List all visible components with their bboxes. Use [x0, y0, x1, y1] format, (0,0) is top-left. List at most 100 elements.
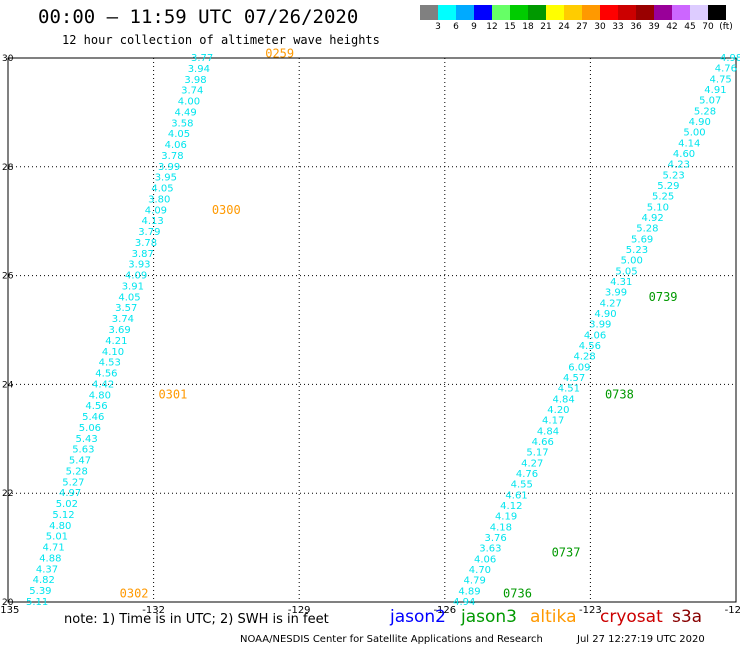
colorbar-label: 21 — [540, 22, 552, 32]
jason3-swh-value: 4.23 — [668, 160, 690, 171]
altika-swh-value: 4.05 — [168, 129, 190, 140]
jason3-swh-value: 4.90 — [594, 309, 616, 320]
legend-altika: altika — [530, 607, 577, 627]
x-tick-label: -135 — [0, 605, 19, 616]
colorbar-label: 24 — [558, 22, 570, 32]
altika-swh-value: 5.46 — [82, 412, 104, 423]
colorbar-swatch — [528, 5, 546, 20]
colorbar-label: 36 — [630, 22, 642, 32]
jason3-swh-value: 5.69 — [631, 234, 653, 245]
jason3-swh-value: 4.12 — [500, 501, 522, 512]
x-tick-label: -123 — [579, 605, 602, 616]
generated-timestamp: Jul 27 12:27:19 UTC 2020 — [577, 634, 705, 645]
altika-swh-value: 5.43 — [75, 434, 97, 445]
altika-swh-value: 4.06 — [165, 140, 187, 151]
altika-swh-value: 4.80 — [49, 521, 71, 532]
colorbar-swatch — [510, 5, 528, 20]
colorbar-label: 6 — [453, 22, 459, 32]
legend-jason3: jason3 — [461, 607, 517, 627]
jason3-time-label: 0737 — [552, 545, 581, 559]
altika-swh-value: 3.57 — [115, 303, 137, 314]
jason3-swh-value: 5.07 — [699, 96, 721, 107]
colorbar-swatch — [654, 5, 672, 20]
jason3-swh-value: 4.70 — [469, 565, 491, 576]
y-tick-label: 22 — [2, 489, 13, 499]
altika-swh-value: 5.12 — [52, 510, 74, 521]
jason3-swh-value: 4.55 — [511, 480, 533, 491]
x-tick-label: -120 — [725, 605, 740, 616]
altika-time-label: 0259 — [265, 47, 294, 61]
jason3-swh-value: 4.51 — [558, 384, 580, 395]
altika-swh-value: 4.13 — [141, 216, 163, 227]
altika-swh-value: 4.49 — [174, 107, 196, 118]
colorbar-swatch — [672, 5, 690, 20]
legend-cryosat: cryosat — [600, 607, 663, 627]
jason3-swh-value: 5.17 — [526, 448, 548, 459]
colorbar-label: 27 — [576, 22, 588, 32]
jason3-swh-value: 5.29 — [657, 181, 679, 192]
altika-swh-value: 5.39 — [29, 586, 51, 597]
jason3-swh-value: 4.17 — [542, 416, 564, 427]
altika-swh-value: 5.63 — [72, 445, 94, 456]
jason3-swh-value: 4.20 — [547, 405, 569, 416]
altika-swh-value: 3.77 — [191, 53, 213, 64]
colorbar-label: 15 — [504, 22, 516, 32]
colorbar-swatch — [420, 5, 438, 20]
jason3-swh-value: 4.79 — [464, 576, 486, 587]
altika-swh-value: 4.05 — [118, 292, 140, 303]
altika-swh-value: 4.71 — [42, 543, 64, 554]
jason3-swh-value: 4.56 — [579, 341, 601, 352]
altika-swh-value: 3.78 — [135, 238, 157, 249]
jason3-swh-value: 4.84 — [553, 394, 575, 405]
jason3-swh-value: 5.05 — [615, 266, 637, 277]
altika-swh-value: 5.47 — [69, 456, 91, 467]
jason3-swh-value: 5.10 — [647, 202, 669, 213]
jason3-time-label: 0736 — [503, 586, 532, 600]
colorbar-swatch — [456, 5, 474, 20]
altika-swh-value: 4.00 — [178, 97, 200, 108]
altika-swh-value: 4.42 — [92, 379, 114, 390]
altika-swh-value: 3.95 — [155, 173, 177, 184]
jason3-swh-value: 4.57 — [563, 373, 585, 384]
jason3-swh-value: 4.76 — [715, 64, 737, 75]
jason3-swh-value: 5.28 — [694, 106, 716, 117]
jason3-swh-value: 4.91 — [704, 85, 726, 96]
colorbar-label: 45 — [684, 22, 696, 32]
altika-swh-value: 5.01 — [46, 532, 68, 543]
colorbar-label: 18 — [522, 22, 534, 32]
altika-swh-value: 5.27 — [62, 477, 84, 488]
colorbar-swatch — [564, 5, 582, 20]
altika-swh-value: 3.99 — [158, 162, 180, 173]
altika-swh-value: 4.05 — [151, 184, 173, 195]
legend-jason2: jason2 — [390, 607, 446, 627]
jason3-swh-value: 4.94 — [453, 597, 475, 608]
altika-swh-value: 4.88 — [39, 553, 61, 564]
x-tick-label: -132 — [142, 605, 165, 616]
jason3-swh-value: 4.28 — [573, 352, 595, 363]
jason3-swh-value: 4.06 — [584, 330, 606, 341]
jason3-swh-value: 3.99 — [589, 320, 611, 331]
colorbar-swatch — [582, 5, 600, 20]
altika-swh-value: 4.56 — [85, 401, 107, 412]
colorbar-label: (ft) — [719, 22, 733, 32]
altika-swh-value: 5.11 — [26, 597, 48, 608]
y-tick-label: 30 — [2, 54, 14, 64]
jason3-swh-value: 4.19 — [495, 512, 517, 523]
altika-swh-value: 3.78 — [161, 151, 183, 162]
altika-swh-value: 4.09 — [145, 205, 167, 216]
jason3-swh-value: 3.99 — [605, 288, 627, 299]
jason3-swh-value: 4.75 — [710, 74, 732, 85]
altika-swh-value: 4.97 — [59, 488, 81, 499]
altika-swh-value: 3.58 — [171, 118, 193, 129]
colorbar-label: 30 — [594, 22, 606, 32]
colorbar-swatch — [438, 5, 456, 20]
jason3-swh-value: 4.27 — [600, 298, 622, 309]
jason3-swh-value: 4.27 — [521, 458, 543, 469]
chart-subtitle: 12 hour collection of altimeter wave hei… — [62, 33, 380, 47]
jason3-swh-value: 4.98 — [720, 53, 740, 64]
jason3-swh-value: 4.18 — [490, 522, 512, 533]
altika-swh-value: 4.82 — [33, 575, 55, 586]
colorbar-swatch — [690, 5, 708, 20]
altika-swh-value: 4.80 — [89, 390, 111, 401]
